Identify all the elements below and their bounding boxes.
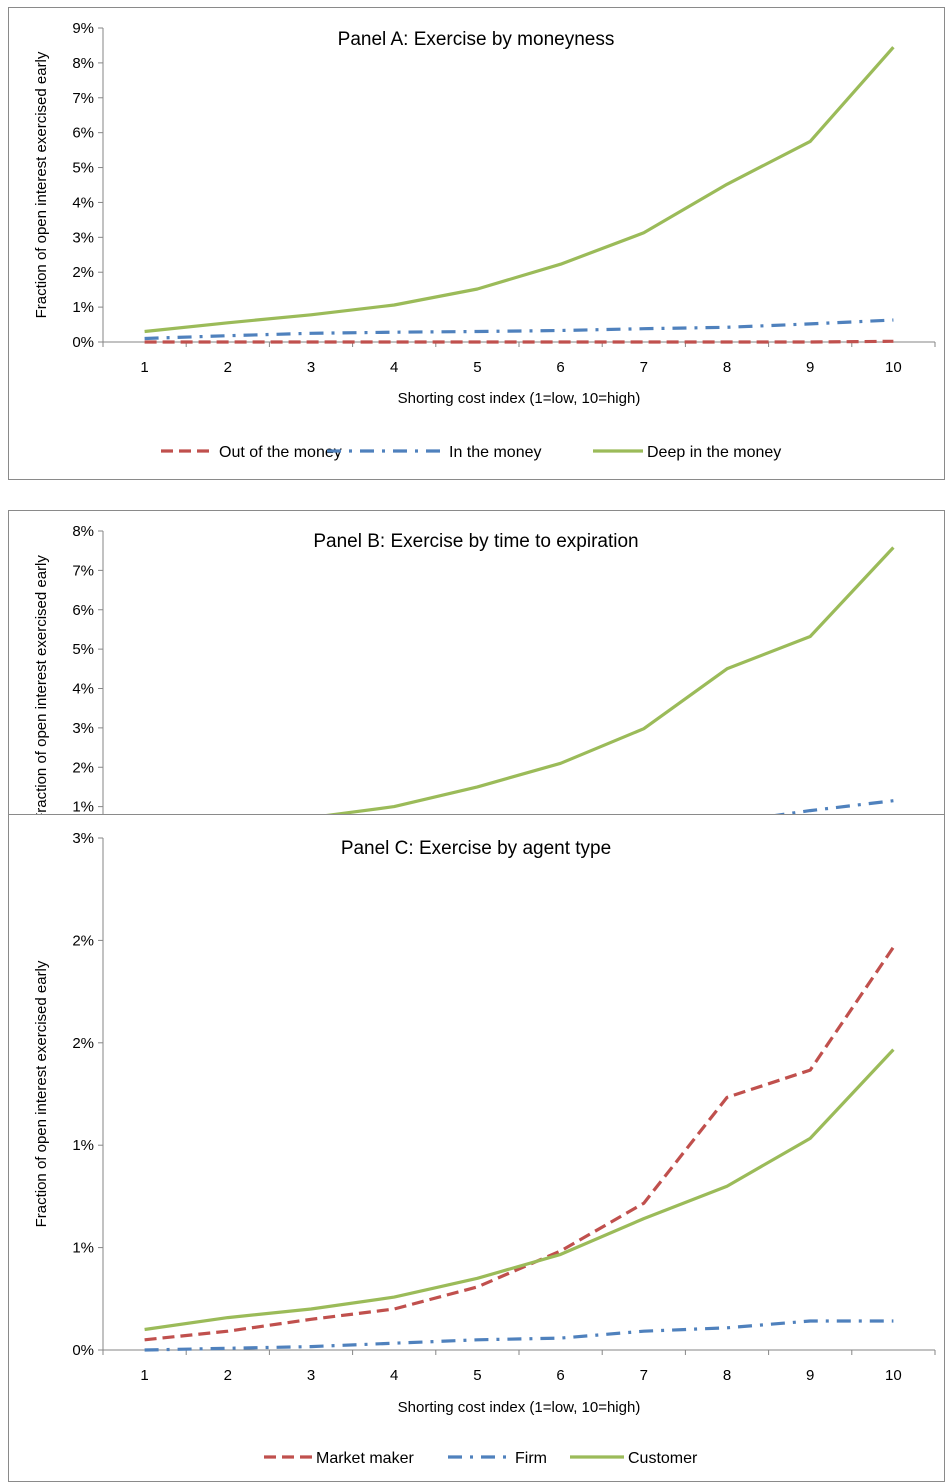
y-tick-label: 1%	[72, 799, 94, 816]
y-tick-label: 6%	[72, 125, 94, 142]
x-tick-label: 1	[140, 359, 148, 376]
y-tick-label: 4%	[72, 194, 94, 211]
x-tick-label: 1	[140, 1367, 148, 1384]
series-line-market-maker	[144, 946, 895, 1342]
x-tick-label: 7	[640, 1367, 648, 1384]
series-line-customer	[144, 1048, 895, 1332]
y-tick-label: 8%	[72, 55, 94, 72]
y-tick-label: 5%	[72, 641, 94, 658]
x-tick-label: 5	[473, 359, 481, 376]
x-tick-label: 10	[885, 359, 902, 376]
legend-label: Out of the money	[219, 444, 342, 461]
y-axis-title: Fraction of open interest exercised earl…	[33, 555, 50, 822]
legend-label: Firm	[515, 1450, 547, 1467]
x-axis-title: Shorting cost index (1=low, 10=high)	[398, 1399, 641, 1416]
y-tick-label: 5%	[72, 160, 94, 177]
y-tick-label: 2%	[72, 1035, 94, 1052]
x-tick-label: 9	[806, 1367, 814, 1384]
y-tick-label: 9%	[72, 20, 94, 37]
x-tick-label: 2	[224, 359, 232, 376]
legend-label: Market maker	[316, 1450, 414, 1467]
x-tick-label: 4	[390, 1367, 398, 1384]
legend-label: Customer	[628, 1450, 698, 1467]
line-chart: 0% 1% 2% 3% 4% 5% 6% 7% 8% 9% 1 2 3 4 5 6 7 8 9 10 Panel A: …	[33, 20, 936, 461]
chart-title: Panel C: Exercise by agent type	[341, 838, 611, 859]
series-line-deep-in-the-money	[144, 46, 895, 334]
y-tick-label: 0%	[72, 334, 94, 351]
y-tick-label: 6%	[72, 602, 94, 619]
y-tick-label: 3%	[72, 830, 94, 847]
y-axis-title: Fraction of open interest exercised earl…	[33, 51, 50, 318]
y-tick-label: 7%	[72, 562, 94, 579]
x-tick-label: 10	[885, 1367, 902, 1384]
y-tick-label: 3%	[72, 720, 94, 737]
x-tick-label: 8	[723, 1367, 731, 1384]
series-line-out-of-the-money	[144, 339, 894, 344]
y-tick-label: 0%	[72, 1342, 94, 1359]
x-tick-label: 9	[806, 359, 814, 376]
series-line-less-than-3-months	[144, 546, 895, 836]
y-tick-label: 1%	[72, 1240, 94, 1257]
x-axis-title: Shorting cost index (1=low, 10=high)	[398, 390, 641, 407]
chart-title: Panel A: Exercise by moneyness	[338, 29, 615, 50]
x-tick-label: 6	[556, 1367, 564, 1384]
series-line-in-the-money	[144, 318, 894, 341]
y-axis-title: Fraction of open interest exercised earl…	[33, 960, 50, 1227]
chart-panel-a: 0% 1% 2% 3% 4% 5% 6% 7% 8% 9% 1 2 3 4 5 6 7 8 9 10 Panel A: …	[8, 7, 945, 480]
y-tick-label: 8%	[72, 523, 94, 540]
y-tick-label: 4%	[72, 681, 94, 698]
x-tick-label: 8	[723, 359, 731, 376]
y-tick-label: 7%	[72, 90, 94, 107]
y-tick-label: 2%	[72, 759, 94, 776]
x-tick-label: 3	[307, 1367, 315, 1384]
x-tick-label: 5	[473, 1367, 481, 1384]
chart-panel-c: 0% 1% 1% 2% 2% 3% 1 2 3 4 5 6 7 8 9 10 Panel C: Exercise…	[8, 814, 945, 1482]
y-tick-label: 3%	[72, 229, 94, 246]
x-tick-label: 3	[307, 359, 315, 376]
y-tick-label: 1%	[72, 1137, 94, 1154]
x-tick-label: 7	[640, 359, 648, 376]
chart-title: Panel B: Exercise by time to expiration	[313, 531, 638, 552]
x-tick-label: 2	[224, 1367, 232, 1384]
legend-label: In the money	[449, 444, 542, 461]
x-tick-label: 4	[390, 359, 398, 376]
x-tick-label: 6	[556, 359, 564, 376]
legend-label: Deep in the money	[647, 444, 781, 461]
y-tick-label: 1%	[72, 299, 94, 316]
y-tick-label: 2%	[72, 264, 94, 281]
y-tick-label: 2%	[72, 932, 94, 949]
line-chart: 0% 1% 1% 2% 2% 3% 1 2 3 4 5 6 7 8 9 10 Panel C: Exercise…	[33, 830, 936, 1467]
series-line-firm	[144, 1319, 894, 1352]
